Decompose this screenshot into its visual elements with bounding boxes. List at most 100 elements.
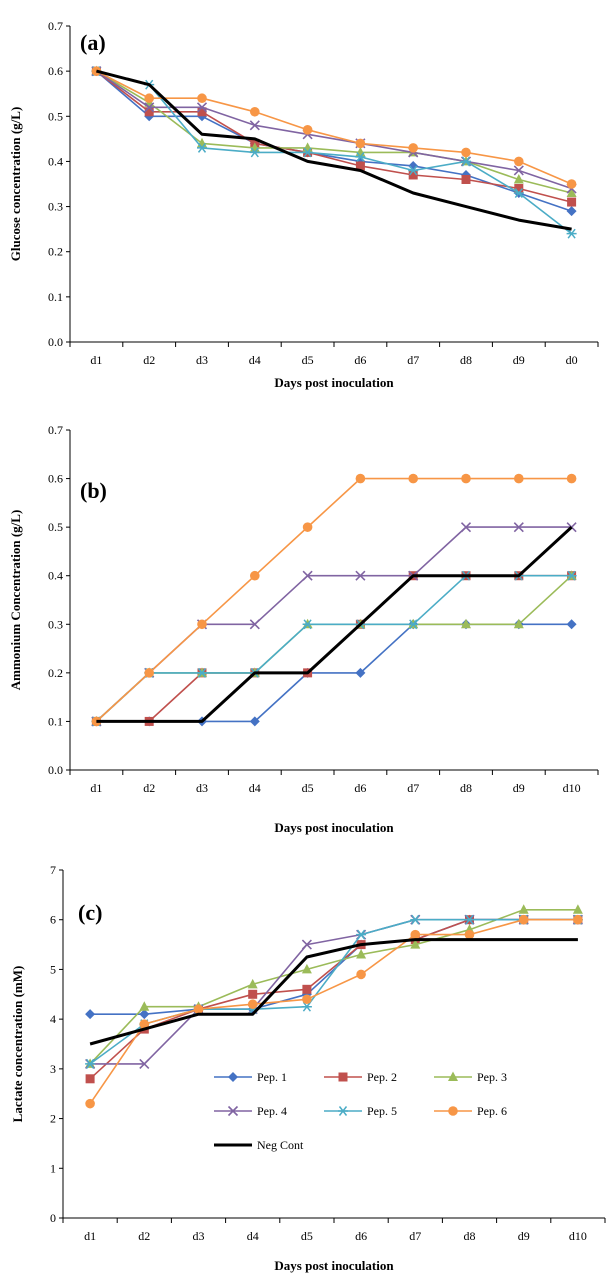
data-point (355, 570, 366, 581)
y-tick-label: 0.0 (48, 763, 63, 777)
data-point (302, 570, 313, 581)
series-line-pep-6 (89, 918, 578, 1105)
data-point (301, 1001, 312, 1012)
y-axis-title: Glucose concentration (g/L) (8, 107, 23, 262)
x-tick-label: d1 (90, 781, 102, 795)
legend-label: Pep. 1 (257, 1070, 287, 1084)
legend-marker (338, 1106, 348, 1116)
data-point (85, 1098, 95, 1109)
x-tick-label: d2 (138, 1229, 150, 1243)
panel-tag: (c) (78, 900, 102, 925)
data-point (249, 120, 260, 131)
x-tick-label: d8 (464, 1229, 476, 1243)
data-point (513, 188, 524, 198)
data-point (514, 156, 524, 167)
data-point (464, 914, 475, 925)
x-tick-label: d2 (143, 353, 155, 367)
data-point (85, 1009, 96, 1020)
data-point (518, 904, 529, 914)
data-point (514, 184, 524, 194)
data-point (249, 716, 260, 727)
data-point (408, 143, 419, 153)
y-tick-label: 0.3 (48, 200, 63, 214)
series-pep-1 (91, 66, 577, 217)
y-tick-label: 0.5 (48, 520, 63, 534)
x-tick-label: d10 (563, 781, 581, 795)
data-point (250, 106, 260, 117)
legend-marker (448, 1106, 458, 1116)
y-tick-label: 0 (50, 1211, 56, 1225)
data-point (567, 197, 577, 207)
data-point (513, 522, 524, 533)
data-point (356, 929, 367, 940)
data-point (461, 618, 471, 629)
x-tick-label: d5 (302, 781, 314, 795)
data-point (410, 929, 421, 940)
y-tick-label: 0.0 (48, 335, 63, 349)
x-tick-label: d4 (249, 781, 261, 795)
series-line-pep-5 (89, 918, 578, 1065)
data-point (566, 619, 577, 630)
panel-tag: (a) (80, 30, 106, 55)
data-point (408, 170, 418, 180)
data-point (139, 1019, 150, 1029)
data-point (249, 147, 260, 158)
x-tick-label: d7 (407, 781, 419, 795)
data-point (355, 473, 366, 484)
data-point (513, 173, 524, 184)
data-point (197, 142, 207, 153)
x-tick-label: d5 (302, 353, 314, 367)
legend-entry-neg-cont: Neg Cont (214, 1138, 304, 1152)
data-point (573, 914, 583, 925)
data-point (196, 102, 208, 113)
legend-label: Pep. 5 (367, 1104, 397, 1118)
x-tick-label: d7 (409, 1229, 421, 1243)
data-point (144, 93, 154, 104)
legend-label: Pep. 4 (257, 1104, 287, 1118)
x-axis-title: Days post inoculation (274, 820, 394, 835)
data-point (302, 522, 313, 532)
data-point (248, 989, 258, 999)
y-tick-label: 0.7 (48, 423, 63, 437)
series-neg-cont (96, 525, 573, 723)
panel-c: 0 1 2 3 4 5 6 7 d1 d2 d3 d4 d5 d6 d7 d8 d9 d10 Days post i… (10, 863, 606, 1273)
data-point (301, 963, 312, 974)
data-point (356, 949, 367, 959)
data-point (355, 151, 366, 162)
x-tick-label: d4 (249, 353, 261, 367)
x-tick-label: d5 (301, 1229, 313, 1243)
data-point (197, 93, 207, 104)
legend-entry-pep-5: Pep. 5 (324, 1104, 397, 1118)
x-tick-label: d9 (513, 353, 525, 367)
data-point (85, 1074, 95, 1084)
data-point (302, 619, 313, 630)
y-tick-label: 0.6 (48, 472, 63, 486)
series-pep-6 (85, 914, 583, 1109)
x-tick-label: d3 (196, 781, 208, 795)
legend-label: Neg Cont (257, 1138, 304, 1152)
legend-entry-pep-3: Pep. 3 (434, 1070, 507, 1084)
data-point (139, 1058, 150, 1069)
data-point (85, 1058, 96, 1069)
x-tick-label: d1 (84, 1229, 96, 1243)
x-tick-label: d1 (90, 353, 102, 367)
legend: Pep. 1 Pep. 2 Pep. 3 Pep. 4 Pep. 5 Pep. 6 Neg … (214, 1070, 507, 1152)
data-point (247, 999, 258, 1010)
series-line-neg-cont (96, 525, 573, 723)
x-tick-label: d7 (407, 353, 419, 367)
series-line-pep-5 (96, 70, 573, 235)
series-line-pep-4 (90, 918, 578, 1065)
panel-b: 0.0 0.1 0.2 0.3 0.4 0.5 0.6 0.7 d1 d2 d3 d4 d5 d6 d7 d8… (8, 423, 599, 835)
legend-marker (228, 1072, 238, 1082)
data-point (197, 619, 207, 630)
series-line-pep-3 (95, 70, 572, 194)
x-tick-label: d0 (566, 353, 578, 367)
data-point (461, 147, 471, 158)
y-tick-label: 0.7 (48, 19, 63, 33)
data-point (250, 570, 260, 581)
data-point (302, 994, 312, 1005)
x-tick-label: d8 (460, 781, 472, 795)
data-point (566, 179, 577, 189)
data-point (139, 1009, 150, 1020)
